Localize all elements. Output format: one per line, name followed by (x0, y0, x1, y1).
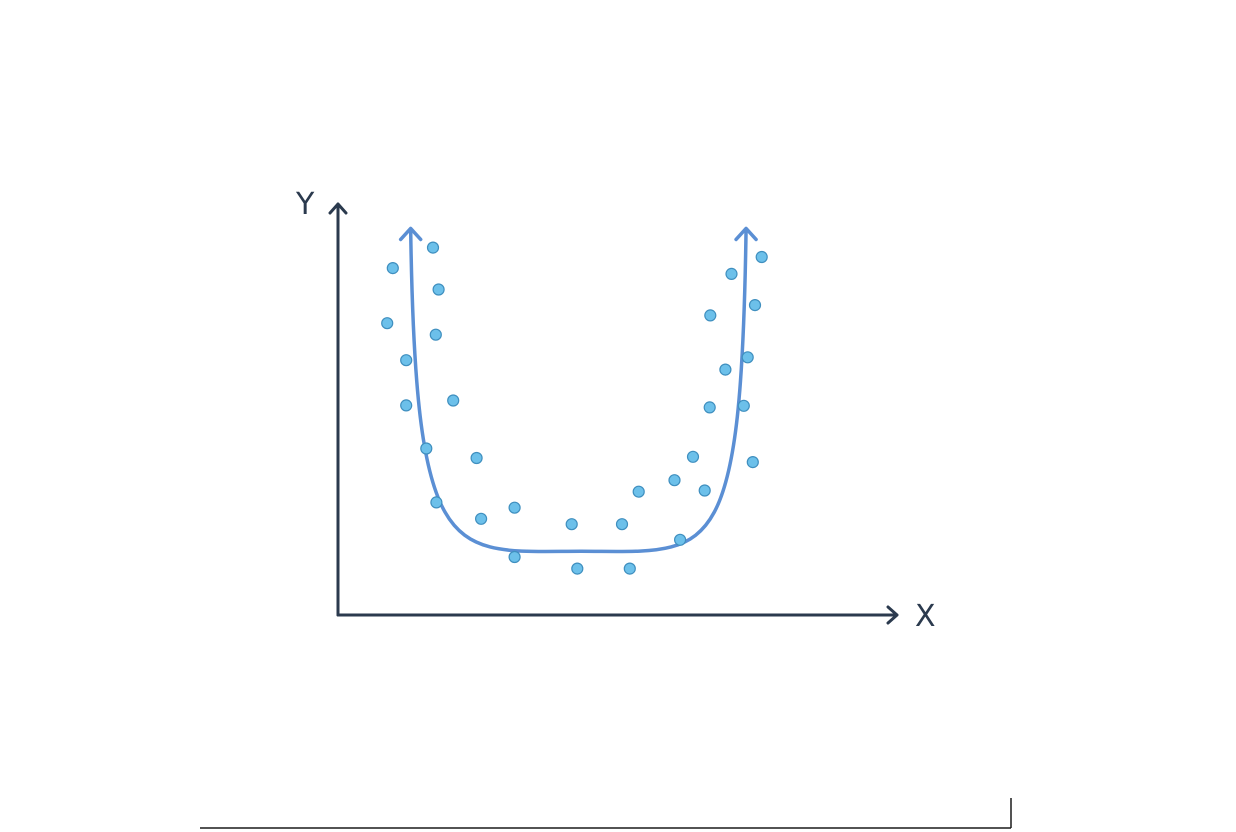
data-point (508, 501, 521, 514)
data-point (470, 451, 483, 465)
data-point (725, 267, 738, 280)
data-point (565, 518, 578, 531)
data-point (615, 518, 629, 531)
data-point (623, 562, 636, 575)
data-point (432, 283, 445, 296)
data-point (668, 474, 681, 487)
data-point (698, 484, 711, 497)
data-point (686, 450, 700, 463)
x-axis (336, 605, 899, 625)
y-axis (328, 202, 348, 617)
fit-curve (408, 227, 748, 554)
fit-curve-arrow-right (734, 226, 758, 242)
data-point (741, 351, 754, 364)
data-point (386, 262, 399, 275)
data-point (755, 250, 768, 264)
data-point (508, 550, 521, 564)
data-point (737, 399, 750, 412)
data-point (571, 562, 584, 575)
data-point (381, 317, 394, 330)
data-point (704, 309, 717, 322)
data-point (746, 456, 759, 469)
data-point (475, 512, 488, 525)
data-point (632, 485, 645, 498)
fit-curve-arrow-left (398, 226, 423, 242)
x-axis-label: X (915, 599, 936, 634)
data-point (748, 299, 762, 312)
data-point (703, 401, 716, 414)
data-point (420, 442, 433, 455)
data-point (400, 354, 413, 367)
data-point (430, 496, 443, 509)
data-point (447, 394, 460, 407)
data-point (719, 363, 732, 376)
data-point (426, 241, 440, 254)
data-point (400, 399, 413, 412)
data-point (429, 328, 442, 341)
y-axis-label: Y (295, 187, 315, 222)
data-points (381, 241, 768, 575)
data-point (673, 533, 687, 546)
